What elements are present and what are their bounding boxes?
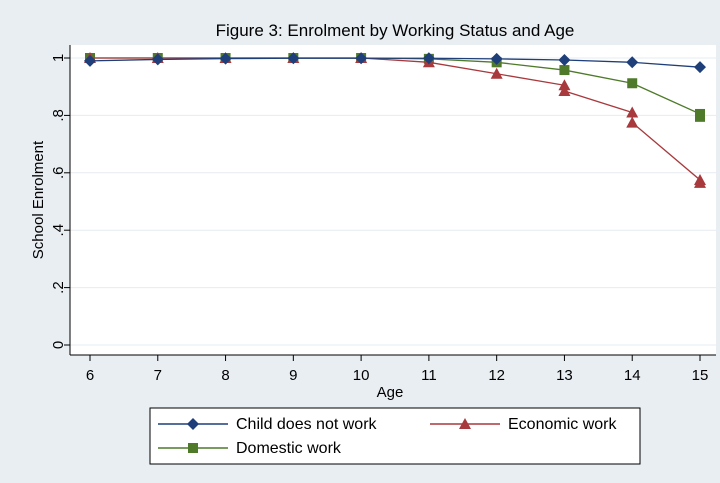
legend-entry: Economic work (430, 416, 617, 433)
y-tick-label: .2 (50, 281, 67, 294)
marker-diamond (694, 61, 706, 74)
marker-diamond (219, 52, 232, 65)
marker-triangle (626, 106, 639, 118)
marker-diamond (187, 418, 199, 430)
legend-entry: Child does not work (158, 416, 378, 433)
y-axis-title: School Enrolment (30, 140, 47, 259)
marker-triangle (558, 85, 571, 97)
legend-box (149, 407, 641, 465)
marker-triangle (459, 418, 471, 429)
x-tick-label: 15 (692, 367, 709, 384)
marker-diamond (151, 53, 164, 66)
x-tick-label: 8 (221, 367, 229, 384)
marker-diamond (422, 52, 435, 65)
x-axis-title: Age (377, 384, 404, 401)
legend-label: Domestic work (236, 440, 342, 457)
x-tick-label: 10 (353, 367, 370, 384)
legend: Child does not work Economic work Domestic… (149, 407, 641, 465)
series-child-does-not-work (84, 52, 706, 74)
axes: 0 .2 .4 .6 .8 1 6 7 8 9 10 11 12 13 14 15 (50, 45, 716, 384)
legend-entry: Domestic work (158, 440, 342, 457)
x-tick-label: 12 (488, 367, 505, 384)
y-tick-label: .4 (50, 224, 67, 237)
marker-diamond (490, 52, 503, 65)
marker-square (627, 78, 638, 89)
marker-diamond (355, 52, 368, 65)
marker-triangle (694, 176, 706, 188)
x-tick-label: 7 (154, 367, 162, 384)
series (84, 52, 706, 188)
marker-square (188, 443, 198, 453)
plot-area (70, 45, 716, 355)
x-tick-label: 6 (86, 367, 94, 384)
marker-triangle (490, 67, 503, 79)
x-tick-label: 13 (556, 367, 573, 384)
y-tick-label: .8 (50, 109, 67, 122)
chart-title: Figure 3: Enrolment by Working Status an… (216, 21, 575, 40)
marker-square (695, 111, 705, 122)
marker-diamond (558, 54, 571, 67)
marker-square (559, 65, 570, 76)
marker-diamond (287, 52, 300, 65)
marker-triangle (626, 116, 639, 128)
marker-triangle (558, 79, 571, 91)
x-tick-label: 11 (421, 367, 437, 384)
marker-diamond (84, 54, 96, 67)
x-tick-label: 9 (289, 367, 297, 384)
legend-label: Child does not work (236, 416, 378, 433)
marker-diamond (626, 56, 639, 69)
series-line (89, 57, 701, 68)
y-tick-label: 1 (50, 54, 67, 62)
x-tick-label: 14 (624, 367, 641, 384)
y-tick-label: .6 (50, 167, 67, 180)
y-tick-label: 0 (50, 341, 67, 349)
legend-label: Economic work (508, 416, 617, 433)
